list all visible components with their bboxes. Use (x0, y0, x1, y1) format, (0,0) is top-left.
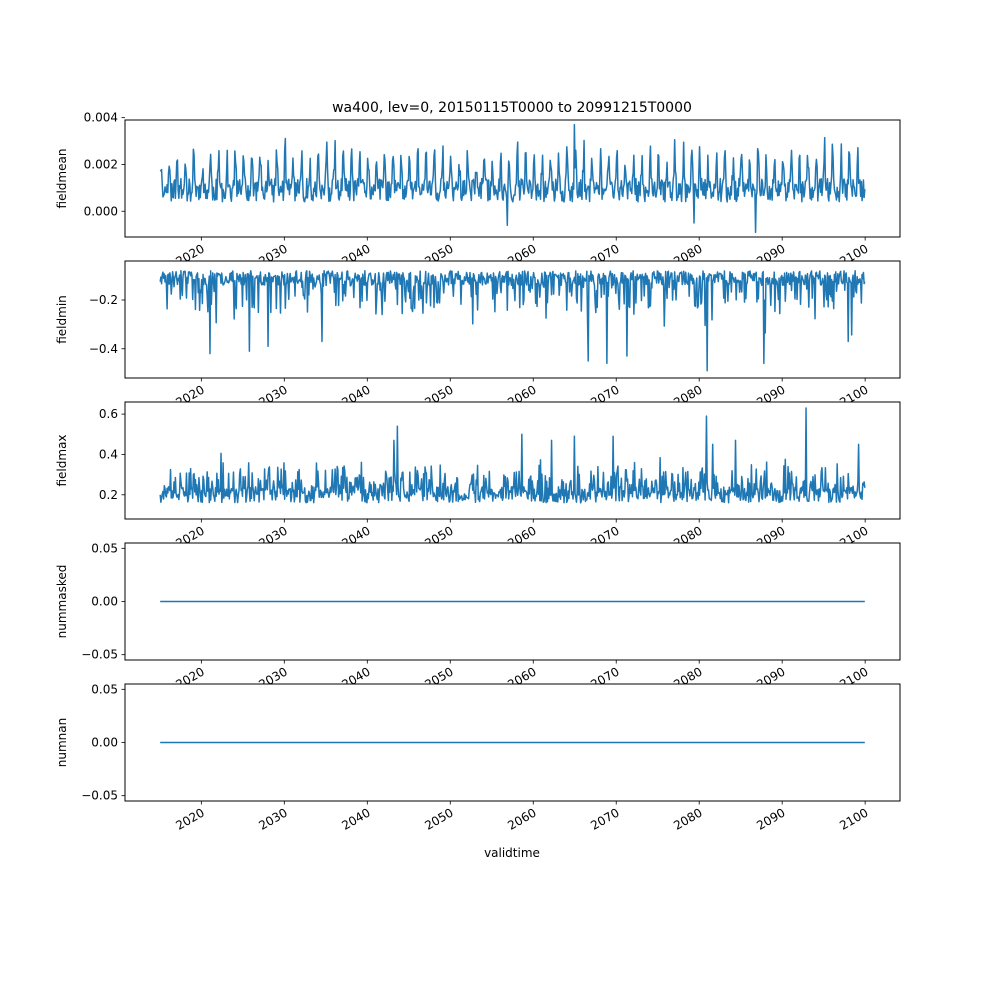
y-tick-label: 0.004 (84, 111, 118, 125)
subplot-numnan: −0.05 0.00 0.05 numnan 2020 2030 2040 2050 2060 2… (55, 682, 901, 833)
x-tick-label: 2090 (754, 805, 787, 832)
axes-background (125, 402, 900, 519)
y-tick-label: 0.6 (99, 407, 118, 421)
y-tick-label: −0.2 (89, 293, 118, 307)
axes-frame (124, 401, 901, 520)
y-tick-label: 0.000 (84, 204, 118, 218)
x-tick-label: 2050 (422, 805, 455, 832)
series-line-fieldmax (159, 407, 866, 504)
series-line-fieldmin (159, 270, 866, 372)
y-axis-label: nummasked (55, 565, 69, 639)
y-axis-label: numnan (55, 718, 69, 767)
chart-title: wa400, lev=0, 20150115T0000 to 20991215T… (332, 100, 692, 116)
x-axis-label: validtime (484, 846, 540, 860)
y-tick-label: 0.00 (91, 736, 118, 750)
y-axis-label: fieldmax (55, 434, 69, 486)
y-tick-label: −0.05 (81, 648, 118, 662)
y-tick-label: 0.4 (99, 447, 118, 461)
axes-frame (124, 260, 901, 379)
axes-frame (124, 119, 901, 238)
y-axis-label: fieldmean (55, 149, 69, 209)
series-line-fieldmean (159, 123, 866, 234)
x-tick-label: 2040 (339, 805, 372, 832)
y-axis-label: fieldmin (55, 295, 69, 344)
x-tick-label: 2020 (173, 805, 206, 832)
y-tick-label: −0.05 (81, 789, 118, 803)
y-tick-label: 0.002 (84, 157, 118, 171)
y-tick-label: −0.4 (89, 342, 118, 356)
x-tick-label: 2080 (671, 805, 704, 832)
x-tick-label: 2030 (256, 805, 289, 832)
y-tick-label: 0.05 (91, 682, 118, 696)
y-tick-label: 0.05 (91, 541, 118, 555)
y-tick-label: 0.2 (99, 488, 118, 502)
subplot-grid: 0.000 0.002 0.004 fieldmean 2020 2030 2040 2050… (55, 111, 901, 833)
x-tick-label: 2060 (505, 805, 538, 832)
x-tick-label: 2070 (588, 805, 621, 832)
x-tick-label: 2100 (837, 805, 870, 832)
y-tick-label: 0.00 (91, 595, 118, 609)
